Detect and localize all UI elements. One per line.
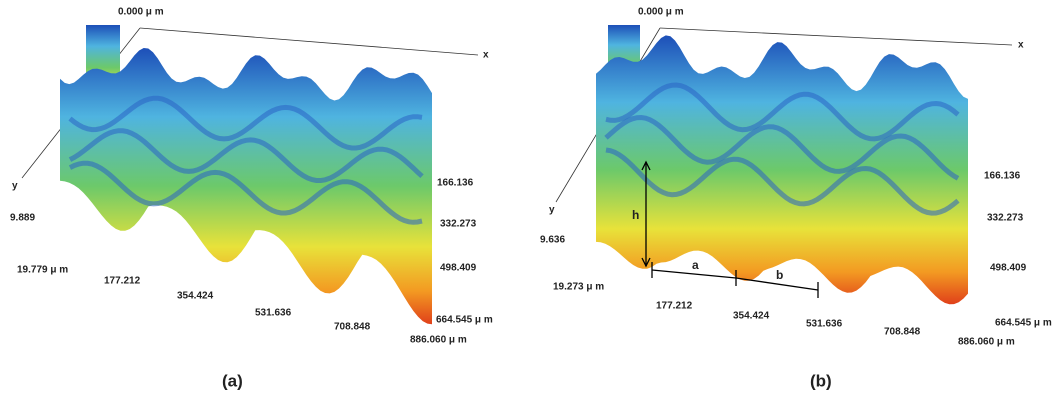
- y-tick-label: 19.273 μ m: [553, 282, 604, 293]
- x-tick-label: 354.424: [733, 311, 770, 322]
- depth-tick-label: 166.136: [984, 171, 1021, 182]
- x-tick-label: 354.424: [177, 291, 214, 302]
- panel-caption: (a): [222, 371, 243, 390]
- x-tick-label: 886.060 μ m: [410, 335, 467, 346]
- depth-tick-label: 664.545 μ m: [436, 315, 493, 326]
- x-tick-label: 177.212: [104, 276, 141, 287]
- depth-tick-label: 664.545 μ m: [995, 318, 1052, 329]
- annotation: a: [692, 258, 699, 272]
- depth-tick-label: 332.273: [987, 213, 1024, 224]
- x-tick-label: 531.636: [255, 308, 292, 319]
- panel-caption: (b): [810, 371, 832, 390]
- annotation: b: [776, 268, 783, 282]
- y-axis-label: y: [549, 205, 555, 216]
- origin-label: 0.000 μ m: [638, 7, 684, 18]
- y-tick-label: 9.889: [10, 213, 35, 224]
- depth-tick-label: 498.409: [990, 263, 1027, 274]
- depth-tick-label: 166.136: [437, 178, 474, 189]
- origin-label: 0.000 μ m: [118, 7, 164, 18]
- depth-tick-label: 498.409: [440, 263, 477, 274]
- x-axis-label: x: [483, 50, 489, 61]
- y-axis-label: y: [12, 181, 18, 192]
- y-tick-label: 19.779 μ m: [17, 265, 68, 276]
- surfaces: [60, 35, 968, 324]
- figure: 0.000 μ m x y 9.889 19.779 μ m 177.212 354.424…: [0, 0, 1056, 401]
- x-tick-label: 177.212: [656, 301, 693, 312]
- annotation: h: [632, 208, 639, 222]
- x-tick-label: 708.848: [334, 322, 371, 333]
- x-tick-label: 531.636: [806, 319, 843, 330]
- y-tick-label: 9.636: [540, 235, 565, 246]
- x-tick-label: 886.060 μ m: [958, 337, 1015, 348]
- x-tick-label: 708.848: [884, 327, 921, 338]
- depth-tick-label: 332.273: [440, 219, 477, 230]
- x-axis-label: x: [1018, 40, 1024, 51]
